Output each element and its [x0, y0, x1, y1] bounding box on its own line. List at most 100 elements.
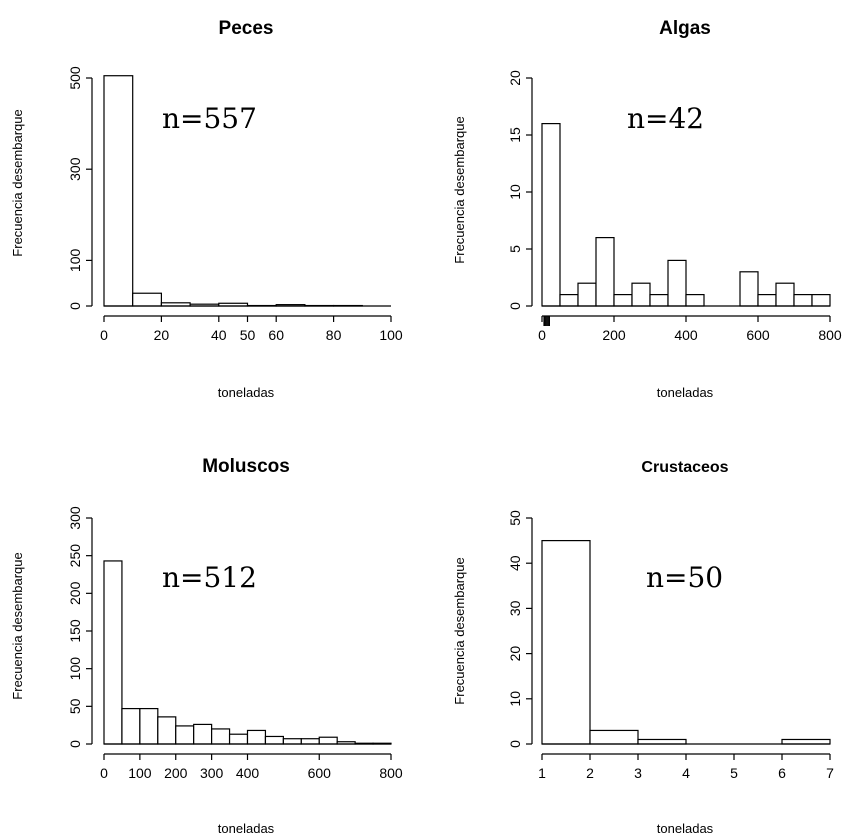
- y-tick-label: 10: [507, 184, 523, 200]
- x-tick-label: 3: [634, 765, 642, 781]
- y-tick-label: 5: [507, 245, 523, 253]
- x-tick-label: 40: [211, 327, 227, 343]
- histogram-bar: [595, 237, 615, 307]
- y-tick-label: 100: [67, 657, 83, 681]
- x-tick-label: 100: [128, 765, 152, 781]
- y-tick-label: 150: [67, 619, 83, 643]
- bars-algas: [541, 122, 831, 307]
- x-tick-label: 400: [236, 765, 260, 781]
- x-tick-label: 1: [538, 765, 546, 781]
- x-axis-label: toneladas: [218, 385, 275, 400]
- sample-size-annotation: n=557: [162, 102, 257, 135]
- histogram-bar: [228, 733, 249, 745]
- histogram-bar: [541, 122, 561, 307]
- x-tick-label: 80: [326, 327, 342, 343]
- x-tick-label: 200: [164, 765, 188, 781]
- x-axis-label: toneladas: [218, 821, 275, 835]
- x-tick-label: 400: [674, 327, 698, 343]
- panel-title: Moluscos: [202, 456, 290, 477]
- y-tick-label: 20: [507, 70, 523, 86]
- histogram-bar: [264, 735, 284, 745]
- histogram-bar: [318, 736, 338, 745]
- y-tick-label: 40: [507, 555, 523, 571]
- x-tick-label: 50: [240, 327, 256, 343]
- histogram-bar: [541, 539, 591, 745]
- bars-crustaceos: [541, 539, 831, 745]
- histogram-bar: [757, 294, 777, 307]
- x-tick-label: 60: [268, 327, 284, 343]
- x-tick-label: 200: [602, 327, 626, 343]
- panel-title: Peces: [219, 18, 274, 39]
- histogram-bar: [589, 729, 639, 745]
- bars-moluscos: [103, 560, 392, 745]
- histogram-bar: [121, 707, 141, 745]
- x-tick-label: 800: [379, 765, 403, 781]
- histogram-bar: [246, 729, 267, 745]
- histogram-bar: [667, 259, 687, 307]
- histogram-bar: [157, 716, 177, 745]
- y-tick-label: 50: [67, 698, 83, 714]
- y-tick-label: 0: [507, 740, 523, 748]
- x-tick-label: 2: [586, 765, 594, 781]
- histogram-bar: [649, 294, 669, 307]
- histogram-bar: [811, 294, 831, 307]
- y-tick-label: 15: [507, 127, 523, 143]
- bars-peces: [103, 75, 391, 307]
- histogram-bar: [103, 75, 134, 307]
- y-axis-label: Frecuencia desembarque: [10, 109, 25, 256]
- axes-crustaceos: 1 2 3 4 5 6 7 0 10 20 30 40 50: [507, 510, 834, 781]
- x-tick-label: 0: [538, 327, 546, 343]
- y-tick-label: 0: [67, 302, 83, 310]
- x-tick-label: 300: [200, 765, 224, 781]
- histogram-bar: [793, 294, 813, 307]
- histogram-bar: [282, 738, 302, 745]
- y-tick-label: 10: [507, 691, 523, 707]
- y-tick-label: 500: [67, 66, 83, 90]
- y-tick-label: 300: [67, 157, 83, 181]
- histogram-bar: [175, 725, 195, 745]
- x-tick-label: 6: [778, 765, 786, 781]
- y-tick-label: 200: [67, 581, 83, 605]
- histogram-bar: [685, 294, 705, 307]
- histogram-bar: [300, 738, 320, 745]
- y-tick-label: 20: [507, 646, 523, 662]
- axes-peces: 0 20 40 50 60 80 100 0 100 300 500: [67, 66, 403, 343]
- axes-moluscos: 0 100 200 300 400 600 800 0 50 100 150 200 250 300: [67, 506, 403, 781]
- histogram-bar: [559, 294, 579, 307]
- sample-size-annotation: n=512: [162, 561, 257, 594]
- sample-size-annotation: n=50: [646, 561, 723, 594]
- histogram-bar: [577, 282, 597, 307]
- axes-algas: 0 200 400 600 800 0 5 10 15 20: [507, 70, 842, 343]
- y-tick-label: 250: [67, 544, 83, 568]
- histogram-bar: [775, 282, 795, 307]
- histogram-bar: [193, 723, 213, 745]
- histogram-bar: [781, 738, 831, 745]
- x-tick-label: 600: [308, 765, 332, 781]
- y-tick-label: 50: [507, 510, 523, 526]
- x-tick-label: 800: [818, 327, 842, 343]
- histogram-bar: [103, 560, 123, 745]
- histogram-bar: [139, 707, 159, 745]
- histogram-bar: [613, 294, 633, 307]
- histogram-bar: [631, 282, 651, 307]
- y-tick-label: 0: [67, 740, 83, 748]
- panel-title: Algas: [659, 18, 711, 39]
- y-tick-label: 0: [507, 302, 523, 310]
- x-axis-label: toneladas: [657, 821, 714, 835]
- x-tick-label: 5: [730, 765, 738, 781]
- y-tick-label: 30: [507, 600, 523, 616]
- x-tick-label: 20: [154, 327, 170, 343]
- panel-crustaceos: Crustaceos Frecuencia desembarque tonela…: [452, 459, 834, 835]
- histogram-bar: [211, 728, 231, 745]
- x-tick-label: 0: [100, 765, 108, 781]
- x-tick-label: 100: [379, 327, 403, 343]
- y-tick-label: 100: [67, 249, 83, 273]
- y-axis-label: Frecuencia desembarque: [452, 557, 467, 704]
- panel-moluscos: Moluscos Frecuencia desembarque tonelada…: [10, 456, 403, 835]
- x-tick-label: 0: [100, 327, 108, 343]
- y-tick-label: 300: [67, 506, 83, 530]
- x-tick-label: 7: [826, 765, 834, 781]
- panel-peces: Peces Frecuencia desembarque toneladas n…: [10, 18, 403, 400]
- panel-title: Crustaceos: [641, 459, 728, 476]
